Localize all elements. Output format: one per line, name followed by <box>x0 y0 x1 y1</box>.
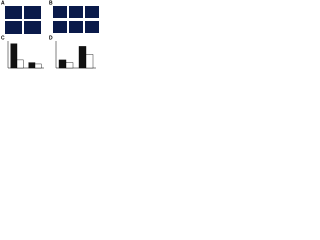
micrograph <box>53 6 67 18</box>
bar <box>28 62 36 69</box>
micrograph <box>85 21 99 33</box>
bar <box>85 54 94 69</box>
bar <box>65 62 74 69</box>
panel-label: B <box>49 0 53 6</box>
panel-label: D <box>49 35 53 41</box>
micrograph <box>85 6 99 18</box>
micrograph <box>69 21 83 33</box>
bar <box>16 59 24 69</box>
panel-label: C <box>1 35 5 41</box>
panel-label: A <box>1 0 5 6</box>
micrograph <box>69 6 83 18</box>
bar <box>34 63 42 69</box>
micrograph <box>53 21 67 33</box>
figure: A B C D <box>1 0 99 69</box>
bar <box>58 59 67 69</box>
micrograph <box>5 21 22 34</box>
micrograph <box>24 21 41 34</box>
bar <box>78 46 87 69</box>
bar <box>10 43 18 69</box>
micrograph <box>24 6 41 19</box>
micrograph <box>5 6 22 19</box>
